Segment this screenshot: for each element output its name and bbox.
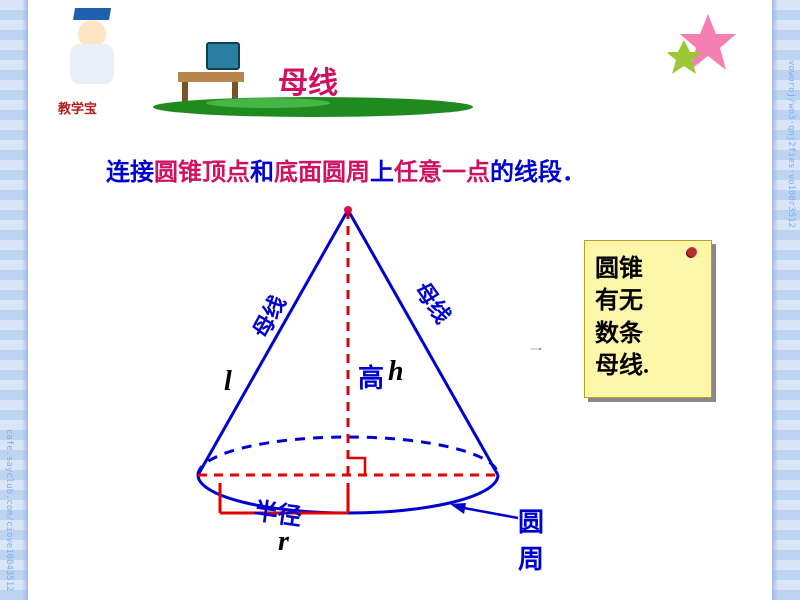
teacher-icon [60, 8, 120, 98]
note-line2: 有无 [595, 285, 701, 317]
def-p2: 圆锥顶点 [154, 160, 250, 186]
def-p4: 底面圆周 [274, 160, 370, 186]
note-line3: 数条 [595, 318, 701, 350]
sticky-note: 圆锥 有无 数条 母线. [584, 240, 712, 398]
desk-icon [178, 42, 248, 102]
content-area: 教学宝 母线 连接圆锥顶点和底面圆周上任意一点的线段． [28, 0, 772, 600]
note-line1: 圆锥 [595, 253, 701, 285]
def-p7: 的线段． [490, 160, 586, 186]
border-left: cafe.sayclub.com/ciove10043512 [0, 0, 28, 600]
note-line4: 母线. [595, 350, 701, 382]
star-decor [668, 10, 736, 78]
definition-text: 连接圆锥顶点和底面圆周上任意一点的线段． [106, 152, 586, 187]
cone-diagram: 母线 母线 l 高 h 半径 r 圆周 [148, 200, 548, 580]
def-p3: 和 [250, 160, 274, 186]
def-p1: 连接 [106, 160, 154, 186]
def-p5: 上 [370, 160, 394, 186]
border-right: voworoj/wo3·qnj2fies·vo100r3512 [772, 0, 800, 600]
title-underline [153, 96, 473, 118]
label-h: h [388, 356, 404, 388]
teacher-label: 教学宝 [58, 98, 97, 117]
cone-svg [148, 200, 548, 580]
note-arrow [496, 348, 576, 350]
def-p6: 任意一点 [394, 160, 490, 186]
label-height-cn: 高 [358, 358, 384, 395]
border-left-text: cafe.sayclub.com/ciove10043512 [4, 429, 14, 592]
border-right-text: voworoj/wo3·qnj2fies·vo100r3512 [786, 60, 796, 228]
label-circumference: 圆周 [518, 502, 548, 576]
label-l: l [224, 366, 232, 398]
note-pin-icon [687, 247, 697, 257]
label-r: r [278, 526, 289, 558]
